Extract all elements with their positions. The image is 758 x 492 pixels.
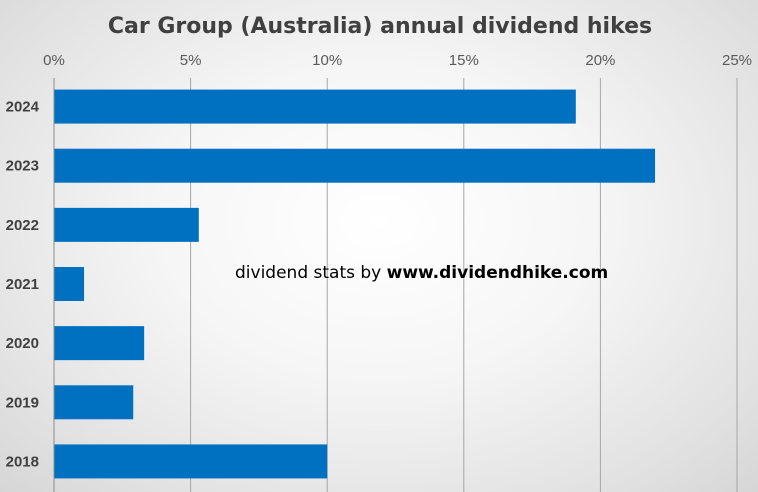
bar	[54, 148, 656, 183]
bar	[54, 267, 85, 301]
x-tick-label: 10%	[312, 52, 342, 69]
y-tick-label: 2024	[6, 99, 40, 116]
gridlines	[190, 78, 738, 492]
y-tick-label: 2019	[6, 394, 39, 411]
bar	[54, 385, 134, 420]
y-tick-label: 2021	[6, 276, 39, 293]
x-tick-label: 25%	[722, 52, 752, 69]
x-axis-ticks: 0% 5% 10% 15% 20% 25%	[43, 52, 752, 69]
y-tick-label: 2023	[6, 158, 39, 175]
x-tick-label: 15%	[449, 52, 479, 69]
y-tick-label: 2022	[6, 217, 39, 234]
watermark-annotation: dividend stats by www.dividendhike.com	[235, 263, 608, 283]
x-tick-label: 5%	[180, 52, 202, 69]
bar	[54, 444, 328, 479]
chart-title: Car Group (Australia) annual dividend hi…	[108, 14, 652, 39]
x-tick-label: 20%	[585, 52, 615, 69]
watermark-prefix: dividend stats by	[235, 263, 387, 283]
y-tick-label: 2020	[6, 335, 39, 352]
y-axis-ticks: 2024 2023 2022 2021 2020 2019 2018	[6, 99, 40, 471]
y-tick-label: 2018	[6, 453, 39, 470]
bar	[54, 207, 199, 242]
bar	[54, 326, 145, 361]
watermark-site: www.dividendhike.com	[387, 263, 609, 283]
x-tick-label: 0%	[43, 52, 65, 69]
bars	[54, 89, 656, 479]
bar	[54, 89, 576, 124]
